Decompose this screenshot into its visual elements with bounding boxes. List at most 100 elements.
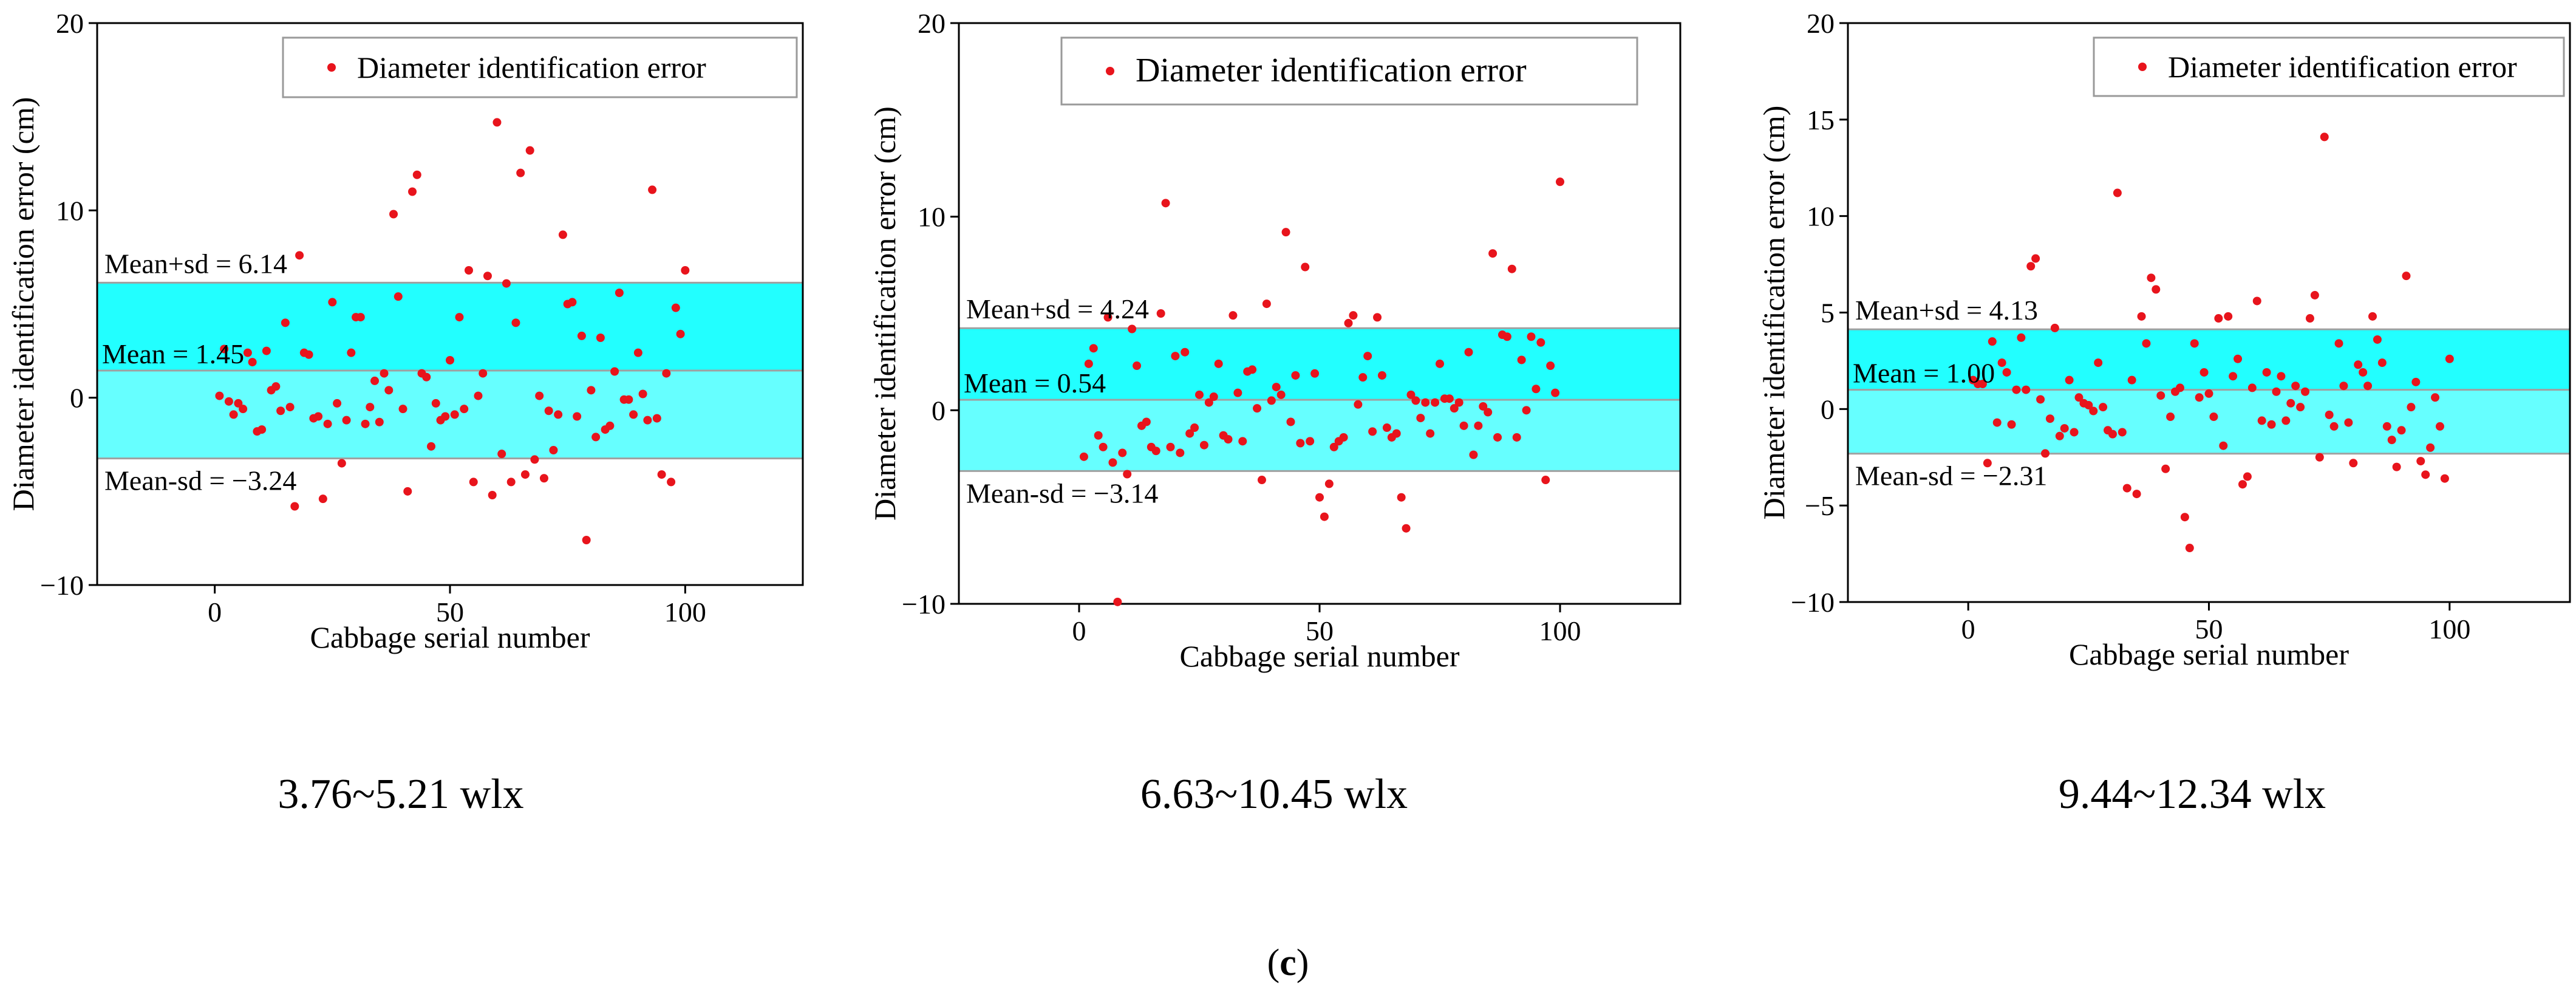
data-point: [2127, 375, 2136, 385]
data-point: [257, 425, 267, 434]
lower-sd-band: [959, 400, 1680, 471]
data-point: [2344, 418, 2353, 427]
data-point: [1527, 332, 1536, 341]
data-point: [375, 417, 384, 426]
data-point: [1151, 447, 1160, 456]
data-point: [1113, 597, 1122, 606]
y-axis-label: Diameter identification error (cm): [6, 97, 40, 512]
data-point: [2113, 188, 2122, 197]
data-point: [229, 410, 238, 419]
data-point: [1983, 459, 1992, 468]
data-point: [2325, 410, 2334, 419]
data-point: [1084, 359, 1093, 368]
data-point: [525, 146, 534, 155]
data-point: [1248, 365, 1257, 374]
data-point: [2329, 422, 2339, 431]
lower-sd-band: [1848, 389, 2570, 454]
x-tick-label: 0: [1961, 614, 1975, 645]
data-point: [304, 350, 313, 359]
legend: Diameter identification error: [1060, 36, 1638, 106]
x-tick-label: 50: [2195, 614, 2223, 645]
data-point: [1445, 394, 1454, 403]
data-point: [2214, 314, 2223, 323]
data-point: [2209, 412, 2218, 422]
data-point: [2349, 459, 2358, 468]
data-point: [1185, 429, 1194, 438]
data-point: [2137, 312, 2146, 321]
data-point: [1551, 388, 1560, 397]
data-point: [427, 442, 436, 451]
data-point: [2238, 480, 2247, 489]
y-tick-label: −10: [40, 570, 84, 601]
legend: Diameter identification error: [2093, 36, 2565, 97]
data-point: [1512, 433, 1521, 442]
data-point: [2002, 368, 2011, 377]
data-point: [2286, 399, 2295, 408]
data-point: [1502, 332, 1511, 341]
y-axis-label: Diameter identification error (cm): [868, 106, 902, 521]
data-point: [314, 412, 323, 421]
data-point: [2147, 273, 2156, 282]
scatter-chart-1: −10 0 10 20 0 50 100 Cabbage serial number Diame…: [6, 8, 804, 818]
data-point: [2026, 262, 2036, 271]
data-point: [248, 358, 257, 367]
data-point: [1262, 299, 1271, 309]
data-point: [1484, 408, 1493, 417]
y-tick-label: 20: [56, 8, 84, 39]
data-point: [455, 313, 464, 322]
data-point: [356, 313, 365, 322]
y-axis-label: Diameter identification error (cm): [1757, 106, 1791, 520]
y-tick-label: 5: [1821, 298, 1835, 329]
panel-caption: 3.76~5.21 wlx: [278, 771, 523, 818]
y-tick-label: 15: [1807, 104, 1835, 135]
data-point: [1324, 479, 1334, 488]
data-point: [1536, 338, 1545, 347]
data-point: [2267, 420, 2276, 429]
data-point: [591, 433, 601, 442]
data-point: [1431, 398, 1440, 407]
y-tick-label: −10: [1791, 587, 1835, 618]
data-point: [2022, 385, 2031, 394]
y-tick-label: 20: [918, 8, 946, 39]
data-point: [1257, 476, 1266, 485]
y-tick-label: 0: [932, 395, 946, 426]
data-point: [337, 459, 346, 468]
data-point: [450, 410, 459, 419]
data-point: [1133, 361, 1142, 371]
data-point: [1479, 402, 1488, 411]
data-point: [243, 348, 252, 357]
data-point: [1368, 427, 1377, 436]
data-point: [2132, 490, 2141, 499]
data-point: [215, 391, 224, 400]
data-point: [2277, 372, 2286, 381]
legend-marker: [2138, 63, 2147, 71]
data-point: [1209, 392, 1218, 402]
data-point: [2224, 312, 2233, 321]
data-point: [479, 369, 488, 378]
data-point: [2247, 383, 2257, 392]
data-point: [596, 334, 605, 342]
data-point: [1406, 390, 1416, 399]
data-point: [1272, 383, 1281, 392]
data-point: [1493, 433, 1502, 442]
data-point: [285, 403, 295, 412]
data-point: [441, 412, 450, 421]
data-point: [2272, 387, 2281, 396]
data-point: [2407, 403, 2416, 412]
data-point: [483, 272, 492, 281]
x-axis-label: Cabbage serial number: [310, 620, 590, 654]
data-point: [1488, 249, 1498, 258]
x-tick-label: 50: [436, 597, 464, 628]
mean-label: Mean = 1.00: [1853, 358, 1995, 389]
data-point: [281, 318, 290, 327]
x-tick-label: 50: [1306, 615, 1334, 646]
data-point: [1546, 361, 1555, 371]
data-point: [1089, 344, 1098, 353]
data-point: [1156, 309, 1165, 318]
data-point: [1450, 404, 1459, 413]
data-point: [1224, 435, 1233, 444]
data-point: [2031, 254, 2040, 263]
data-point: [295, 251, 304, 260]
data-point: [2195, 393, 2204, 402]
data-point: [610, 367, 619, 376]
